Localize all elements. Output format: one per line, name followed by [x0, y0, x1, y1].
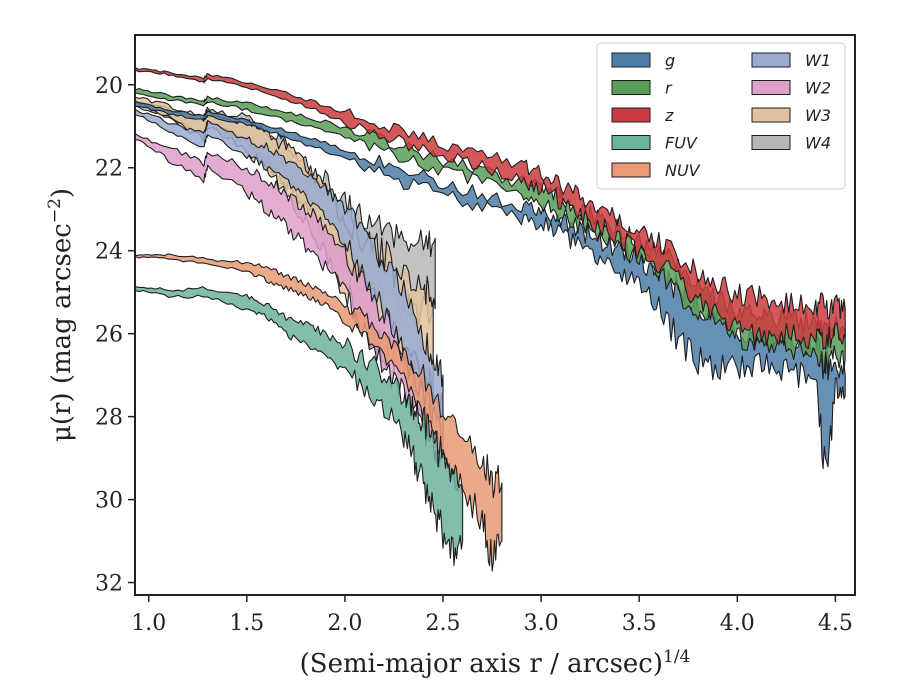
legend-label-w1: W1	[805, 51, 831, 70]
series-band-z	[135, 67, 846, 350]
x-tick-label: 1.5	[229, 611, 264, 636]
y-tick-label: 24	[95, 240, 123, 265]
y-axis: 20 22 24 26 28 30 32	[95, 74, 135, 597]
legend-label-r: r	[665, 79, 673, 98]
legend-swatch-r	[611, 80, 651, 95]
x-axis: 1.0 1.5 2.0 2.5 3.0 3.5 4.0 4.5	[131, 595, 853, 636]
series-band-nuv	[135, 253, 503, 572]
legend-swatch-w2	[751, 80, 791, 95]
legend-box	[596, 42, 846, 190]
series-band-fuv	[135, 286, 464, 567]
x-tick-label: 2.0	[327, 611, 362, 636]
y-tick-label: 22	[95, 157, 123, 182]
y-tick-label: 32	[95, 572, 123, 597]
legend-label-g: g	[665, 51, 675, 70]
series-band-r	[135, 87, 846, 374]
legend-swatch-fuv	[611, 135, 651, 150]
series-band-g	[135, 100, 846, 470]
legend-label-w2: W2	[805, 79, 831, 98]
legend-swatch-nuv	[611, 162, 651, 178]
legend-label-w3: W3	[805, 106, 831, 125]
x-tick-label: 2.5	[426, 611, 461, 636]
x-tick-label: 1.0	[131, 611, 166, 636]
x-tick-label: 4.0	[720, 611, 755, 636]
x-tick-label: 3.0	[524, 611, 559, 636]
axes-frame	[134, 34, 856, 596]
y-tick-label: 28	[95, 406, 123, 431]
y-axis-label-text: μ(r) (mag arcsec	[47, 223, 77, 442]
legend: grz FUV NUV W1 W2 W3 W4	[596, 42, 846, 190]
legend-swatch-w4	[751, 135, 791, 150]
x-axis-label: (Semi-major axis r / arcsec)1/4	[300, 647, 691, 679]
y-tick-label: 26	[95, 323, 123, 348]
legend-label-fuv: FUV	[665, 134, 698, 153]
x-axis-label-text: (Semi-major axis r / arcsec)	[300, 649, 663, 679]
x-tick-label: 4.5	[818, 611, 853, 636]
legend-swatch-z	[611, 107, 651, 123]
legend-swatch-g	[611, 52, 651, 68]
x-axis-label-exponent: 1/4	[663, 647, 690, 667]
x-tick-label: 3.5	[622, 611, 657, 636]
y-axis-label-close: )	[47, 188, 77, 198]
plot-area	[135, 67, 846, 572]
y-axis-label: μ(r) (mag arcsec−2)	[45, 188, 77, 442]
legend-label-z: z	[664, 106, 674, 125]
legend-label-nuv: NUV	[665, 161, 701, 180]
legend-swatch-w3	[751, 107, 791, 123]
legend-swatch-w1	[751, 52, 791, 68]
y-axis-label-exponent: −2	[45, 198, 65, 223]
y-tick-label: 20	[95, 74, 123, 99]
legend-label-w4: W4	[805, 134, 831, 153]
y-tick-label: 30	[95, 489, 123, 514]
